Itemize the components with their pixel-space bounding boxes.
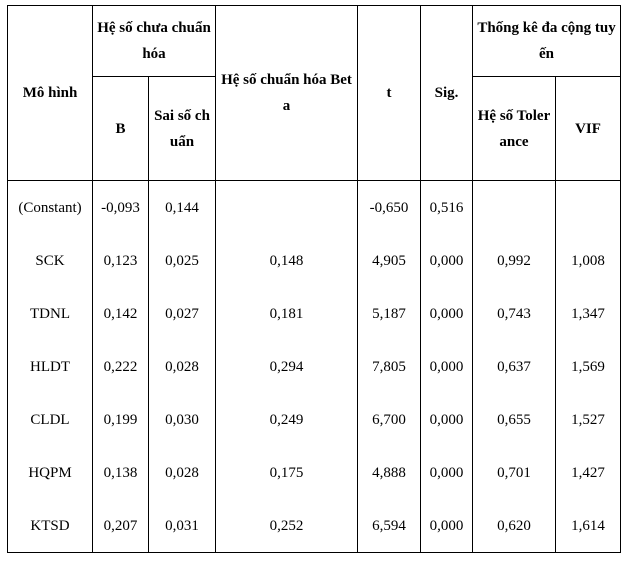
- cell-value: 7,805: [357, 340, 422, 393]
- header-t: t: [357, 5, 422, 181]
- cell-value: -0,093: [92, 180, 149, 234]
- cell-value: 0,181: [215, 287, 359, 340]
- cell-value: 0,516: [420, 180, 474, 234]
- cell-value: 0,620: [472, 499, 557, 553]
- cell-value: 0,992: [472, 234, 557, 287]
- model-name: SCK: [7, 234, 93, 287]
- model-name: CLDL: [7, 393, 93, 446]
- cell-value: [215, 180, 359, 234]
- table-row: CLDL 0,199 0,030 0,249 6,700 0,000 0,655 1,527: [7, 393, 622, 446]
- cell-value: 0,030: [147, 393, 217, 446]
- cell-value: [555, 180, 622, 234]
- cell-value: 0,000: [420, 446, 474, 499]
- header-vif: VIF: [555, 76, 622, 181]
- cell-value: 1,614: [555, 499, 622, 553]
- cell-value: 0,027: [147, 287, 217, 340]
- cell-value: 0,142: [92, 287, 149, 340]
- cell-value: 0,199: [92, 393, 149, 446]
- cell-value: 0,123: [92, 234, 149, 287]
- cell-value: 4,888: [357, 446, 422, 499]
- cell-value: 0,249: [215, 393, 359, 446]
- cell-value: 0,222: [92, 340, 149, 393]
- table-row: HQPM 0,138 0,028 0,175 4,888 0,000 0,701 1,427: [7, 446, 622, 499]
- model-name: (Constant): [7, 180, 93, 234]
- cell-value: 0,294: [215, 340, 359, 393]
- cell-value: -0,650: [357, 180, 422, 234]
- cell-value: 0,028: [147, 340, 217, 393]
- header-model: Mô hình: [7, 5, 93, 181]
- cell-value: 6,594: [357, 499, 422, 553]
- cell-value: 0,000: [420, 287, 474, 340]
- cell-value: 1,527: [555, 393, 622, 446]
- table-row: KTSD 0,207 0,031 0,252 6,594 0,000 0,620 1,614: [7, 499, 622, 553]
- cell-value: 0,252: [215, 499, 359, 553]
- header-unstandardized: Hệ số chưa chuẩn hóa: [91, 5, 217, 77]
- cell-value: 6,700: [357, 393, 422, 446]
- model-name: TDNL: [7, 287, 93, 340]
- cell-value: 0,144: [147, 180, 217, 234]
- cell-value: 0,000: [420, 499, 474, 553]
- cell-value: 1,008: [555, 234, 622, 287]
- model-name: HQPM: [7, 446, 93, 499]
- header-tolerance: Hệ số Tolerance: [472, 76, 557, 181]
- cell-value: 5,187: [357, 287, 422, 340]
- cell-value: 0,148: [215, 234, 359, 287]
- cell-value: 0,743: [472, 287, 557, 340]
- cell-value: 0,207: [92, 499, 149, 553]
- cell-value: 0,175: [215, 446, 359, 499]
- cell-value: 0,138: [92, 446, 149, 499]
- cell-value: 0,025: [147, 234, 217, 287]
- cell-value: 0,000: [420, 393, 474, 446]
- table-body: (Constant) -0,093 0,144 -0,650 0,516 SCK 0,123…: [7, 180, 622, 553]
- cell-value: 0,031: [147, 499, 217, 553]
- header-b: B: [92, 76, 149, 181]
- model-name: KTSD: [7, 499, 93, 553]
- cell-value: 0,655: [472, 393, 557, 446]
- cell-value: 4,905: [357, 234, 422, 287]
- table-row: (Constant) -0,093 0,144 -0,650 0,516: [7, 180, 622, 234]
- table-row: HLDT 0,222 0,028 0,294 7,805 0,000 0,637 1,569: [7, 340, 622, 393]
- cell-value: 0,000: [420, 340, 474, 393]
- cell-value: 1,347: [555, 287, 622, 340]
- cell-value: 0,028: [147, 446, 217, 499]
- header-sig: Sig.: [420, 5, 474, 181]
- header-standardized: Hệ số chuẩn hóa Beta: [215, 5, 359, 181]
- table-row: TDNL 0,142 0,027 0,181 5,187 0,000 0,743 1,347: [7, 287, 622, 340]
- regression-table: Mô hình Hệ số chưa chuẩn hóa Hệ số chuẩn…: [7, 5, 622, 553]
- model-name: HLDT: [7, 340, 93, 393]
- table-row: SCK 0,123 0,025 0,148 4,905 0,000 0,992 1,008: [7, 234, 622, 287]
- cell-value: 0,000: [420, 234, 474, 287]
- header-std-error: Sai số chuẩn: [147, 76, 217, 181]
- cell-value: 0,701: [472, 446, 557, 499]
- header-collinearity: Thống kê đa cộng tuyến: [472, 5, 622, 77]
- cell-value: 0,637: [472, 340, 557, 393]
- cell-value: [472, 180, 557, 234]
- cell-value: 1,427: [555, 446, 622, 499]
- cell-value: 1,569: [555, 340, 622, 393]
